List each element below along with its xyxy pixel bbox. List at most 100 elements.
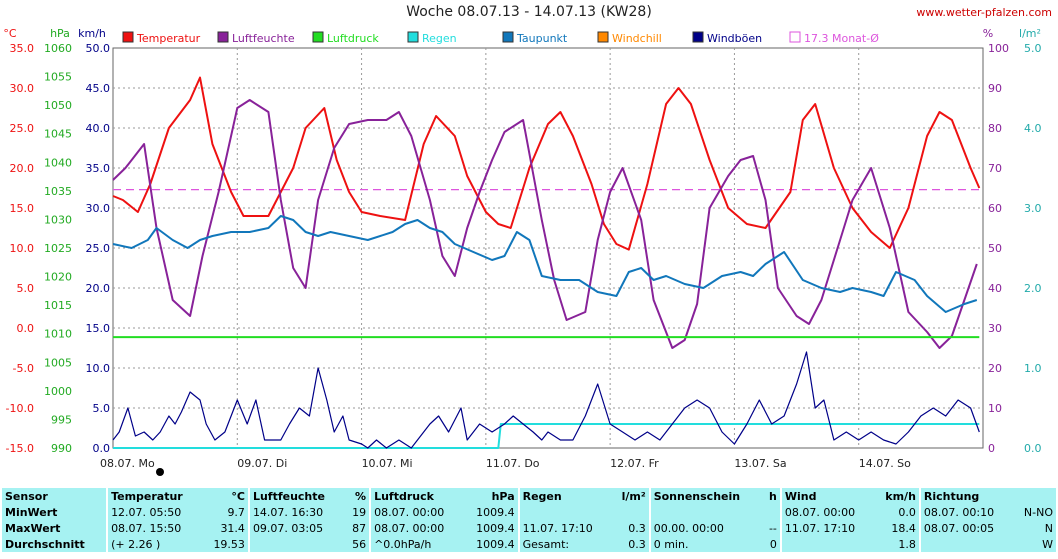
rain-tick-label: 0.0 bbox=[1024, 442, 1042, 455]
rain-unit-label: l/m² bbox=[1019, 27, 1041, 40]
temperature-tick-label: -15.0 bbox=[6, 442, 34, 455]
stats-cell-value: 0.3 bbox=[628, 521, 646, 535]
legend-swatch bbox=[312, 31, 324, 43]
wind-tick-label: 50.0 bbox=[86, 42, 111, 55]
stats-row-label: MaxWert bbox=[5, 521, 61, 535]
legend-swatch bbox=[789, 31, 801, 43]
temp-unit-label: °C bbox=[3, 27, 17, 40]
stats-cell-value: 0.0 bbox=[898, 505, 916, 519]
wind-tick-label: 20.0 bbox=[86, 282, 111, 295]
stats-header-unit: °C bbox=[231, 489, 245, 503]
stats-cell-value: 18.4 bbox=[891, 521, 916, 535]
stats-cell-value: 19 bbox=[352, 505, 367, 519]
stats-cell-info bbox=[918, 536, 1014, 552]
x-tick-label: 14.07. So bbox=[859, 457, 911, 470]
temperature-tick-label: 30.0 bbox=[10, 82, 35, 95]
stats-header-cell: Wind bbox=[779, 488, 875, 504]
pressure-tick-label: 1025 bbox=[44, 242, 72, 255]
legend-label: Windchill bbox=[612, 32, 662, 45]
series-line-taupunkt bbox=[112, 215, 978, 313]
temperature-tick-label: 25.0 bbox=[10, 122, 35, 135]
stats-cell-info: 12.07. 05:50 bbox=[106, 504, 203, 520]
stats-header-cell: Regen bbox=[517, 488, 613, 504]
x-tick-label: 10.07. Mi bbox=[362, 457, 413, 470]
stats-cell-info: 08.07. 00:00 bbox=[369, 520, 464, 536]
stats-header-unit: h bbox=[769, 489, 777, 503]
site-link[interactable]: www.wetter-pfalzen.com bbox=[916, 6, 1052, 19]
temperature-tick-label: 35.0 bbox=[10, 42, 35, 55]
stats-cell-value bbox=[612, 504, 650, 520]
legend-label: Windböen bbox=[707, 32, 762, 45]
stats-row-label: MinWert bbox=[5, 505, 58, 519]
stats-header-cell: Sonnenschein bbox=[648, 488, 763, 504]
stats-header-cell: Luftfeuchte bbox=[247, 488, 345, 504]
legend-label: Regen bbox=[422, 32, 457, 45]
wind-tick-label: 25.0 bbox=[86, 242, 111, 255]
x-tick-label: 09.07. Di bbox=[237, 457, 287, 470]
stats-cell-info bbox=[517, 504, 613, 520]
stats-cell-info: 00.00. 00:00 bbox=[648, 520, 763, 536]
stats-cell-value: N-NO bbox=[1023, 505, 1053, 519]
weather-chart: 35.0 30.0 25.0 20.0 15.0 10.0 5.0 0.0 -5.0 -10.0 -… bbox=[3, 27, 1042, 476]
legend-label: Taupunkt bbox=[516, 32, 568, 45]
pressure-tick-label: 1045 bbox=[44, 128, 72, 141]
legend-swatch bbox=[502, 31, 514, 43]
humidity-tick-label: 20 bbox=[988, 362, 1002, 375]
stats-cell-value: 19.53 bbox=[213, 537, 245, 551]
stats-cell-value bbox=[763, 504, 781, 520]
legend-swatch bbox=[122, 31, 134, 43]
rain-tick-label: 2.0 bbox=[1024, 282, 1042, 295]
temperature-tick-label: 5.0 bbox=[17, 282, 35, 295]
humidity-tick-label: 0 bbox=[988, 442, 995, 455]
stats-header-unit bbox=[1013, 488, 1056, 504]
humidity-tick-label: 50 bbox=[988, 242, 1002, 255]
stats-row-label: Durchschnitt bbox=[5, 537, 85, 551]
humidity-tick-label: 100 bbox=[988, 42, 1009, 55]
rain-tick-label: 1.0 bbox=[1024, 362, 1042, 375]
stats-header-cell: Luftdruck bbox=[369, 488, 464, 504]
pressure-tick-label: 1030 bbox=[44, 213, 72, 226]
legend-swatch bbox=[407, 31, 419, 43]
wind-tick-label: 30.0 bbox=[86, 202, 111, 215]
rain-tick-label: 4.0 bbox=[1024, 122, 1042, 135]
stats-header-unit: hPa bbox=[491, 489, 515, 503]
stats-cell-info: 08.07. 00:10 bbox=[918, 504, 1014, 520]
pressure-tick-label: 1010 bbox=[44, 328, 72, 341]
wind-tick-label: 5.0 bbox=[93, 402, 111, 415]
stats-cell-info: 0 min. bbox=[648, 536, 763, 552]
stats-cell-value: 9.7 bbox=[227, 505, 245, 519]
humidity-unit-label: % bbox=[983, 27, 993, 40]
stats-cell-info: (+ 2.26 ) bbox=[106, 536, 203, 552]
pressure-tick-label: 1040 bbox=[44, 156, 72, 169]
humidity-tick-label: 70 bbox=[988, 162, 1002, 175]
legend-label: Temperatur bbox=[136, 32, 201, 45]
stats-cell-info bbox=[247, 536, 345, 552]
pressure-tick-label: 1055 bbox=[44, 71, 72, 84]
humidity-tick-label: 10 bbox=[988, 402, 1002, 415]
stats-cell-value: 31.4 bbox=[220, 521, 245, 535]
series-line-regen bbox=[113, 423, 980, 449]
stats-cell-info bbox=[779, 536, 875, 552]
humidity-tick-label: 80 bbox=[988, 122, 1002, 135]
pressure-unit-label: hPa bbox=[50, 27, 70, 40]
stats-header-cell: Sensor bbox=[5, 489, 48, 503]
stats-cell-info: 11.07. 17:10 bbox=[779, 520, 875, 536]
wind-tick-label: 15.0 bbox=[86, 322, 111, 335]
stats-cell-value: N bbox=[1044, 521, 1053, 535]
stats-cell-value: 1009.4 bbox=[476, 537, 515, 551]
x-tick-label: 11.07. Do bbox=[486, 457, 540, 470]
pressure-tick-label: 1035 bbox=[44, 185, 72, 198]
stats-cell-value: W bbox=[1042, 537, 1053, 551]
rain-tick-label: 5.0 bbox=[1024, 42, 1042, 55]
pressure-tick-label: 1020 bbox=[44, 271, 72, 284]
stats-table: Sensor Temperatur °C Luftfeuchte% Luftdruck h… bbox=[2, 488, 1056, 552]
legend-swatch bbox=[692, 31, 704, 43]
pressure-tick-label: 1015 bbox=[44, 299, 72, 312]
stats-cell-value: 1009.4 bbox=[476, 521, 515, 535]
wind-tick-label: 10.0 bbox=[86, 362, 111, 375]
stats-cell-info: 08.07. 00:00 bbox=[779, 504, 875, 520]
wind-tick-label: 35.0 bbox=[86, 162, 111, 175]
stats-cell-value: 56 bbox=[352, 537, 367, 551]
stats-cell-value: 87 bbox=[352, 521, 367, 535]
stats-cell-info: 08.07. 15:50 bbox=[106, 520, 203, 536]
